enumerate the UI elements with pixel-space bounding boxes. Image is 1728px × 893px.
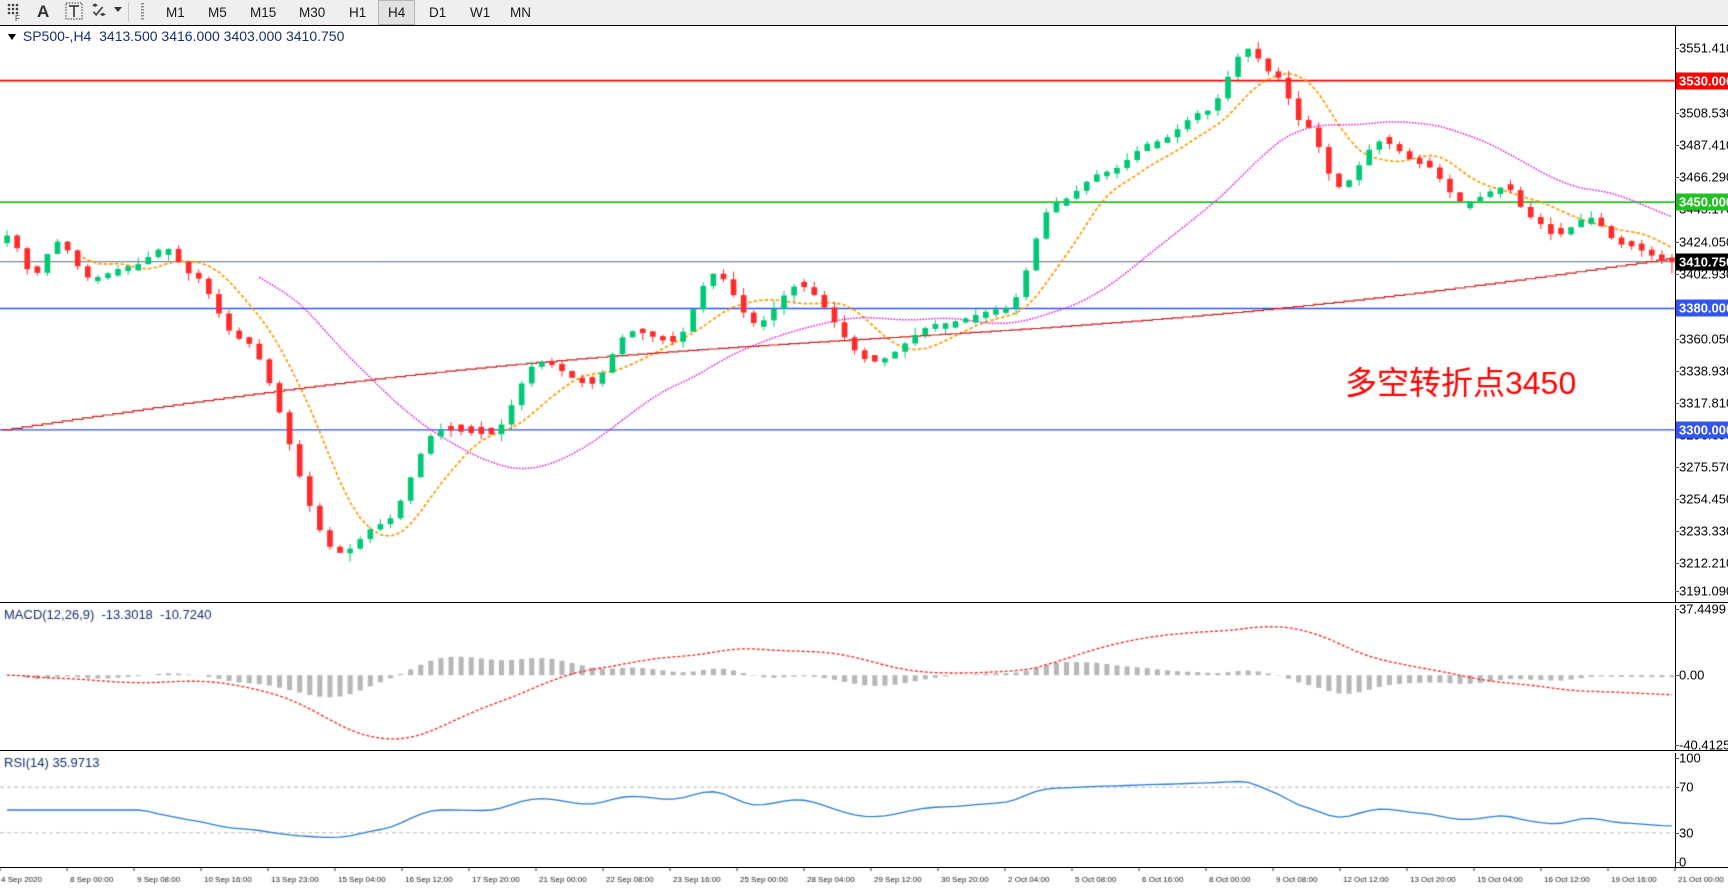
svg-text:F: F (15, 14, 20, 22)
